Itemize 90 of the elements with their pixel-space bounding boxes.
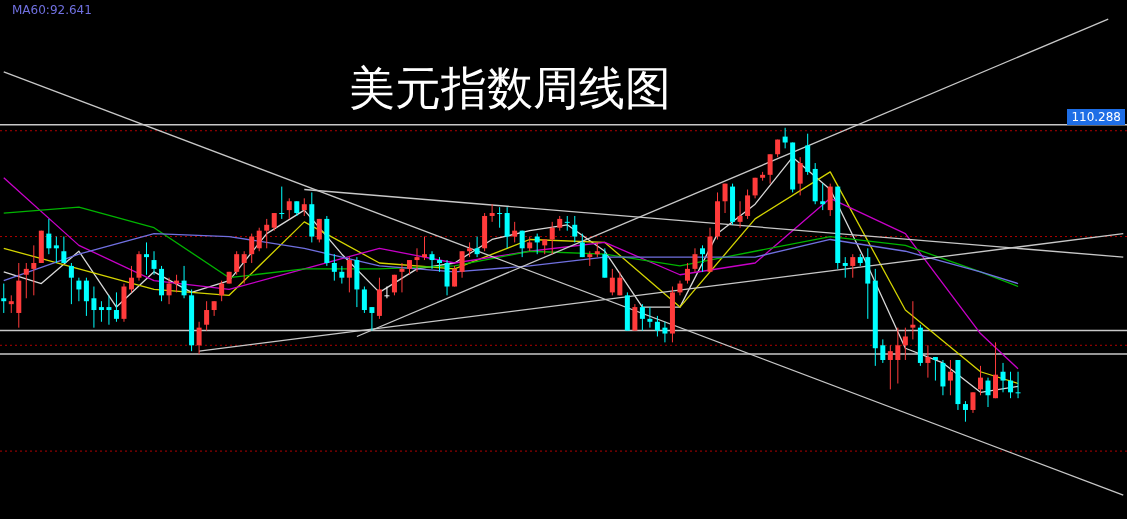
candlestick (647, 306, 653, 329)
candlestick (985, 377, 991, 408)
candlestick (128, 265, 134, 293)
candlestick (399, 262, 405, 293)
candlestick (692, 247, 698, 273)
candlestick (91, 286, 97, 329)
candlestick (429, 250, 435, 270)
candlestick (196, 321, 202, 355)
candlestick (1015, 371, 1021, 399)
candlestick (609, 268, 615, 296)
candlestick (144, 241, 150, 276)
candlestick (977, 365, 983, 396)
candlestick (264, 218, 270, 249)
candlestick (497, 206, 503, 229)
candlestick (940, 359, 946, 396)
candlestick (895, 327, 901, 384)
candlestick (820, 183, 826, 211)
candlestick (68, 262, 74, 305)
candlestick (797, 156, 803, 196)
candlestick (181, 265, 187, 299)
candlestick (684, 262, 690, 285)
candlestick (722, 183, 728, 214)
candlestick (136, 250, 142, 282)
candlestick (106, 294, 112, 326)
candlestick (98, 300, 104, 323)
candlestick (993, 341, 999, 399)
candlestick (1008, 371, 1014, 399)
text: 110.288 (1067, 109, 1125, 125)
candlestick (910, 300, 916, 340)
candlestick (452, 265, 458, 288)
candlestick (76, 277, 82, 302)
chart-title: 美元指数周线图 (348, 60, 672, 117)
candlestick (219, 280, 225, 302)
candlestick (1, 283, 7, 314)
candlestick (46, 218, 52, 255)
candlestick (444, 259, 450, 296)
candlestick (83, 277, 89, 317)
candlestick (422, 236, 427, 261)
candlestick (632, 303, 638, 332)
candlestick (414, 247, 420, 273)
candlestick (361, 286, 367, 314)
candlestick (331, 253, 337, 282)
candlestick (204, 300, 210, 332)
candlestick (925, 344, 931, 379)
candlestick (549, 221, 555, 255)
candlestick (512, 221, 518, 243)
candlestick (662, 321, 668, 343)
candlestick (504, 206, 510, 249)
candlestick (962, 400, 968, 423)
candlestick (53, 236, 59, 264)
candlestick (850, 253, 856, 279)
candlestick (1000, 362, 1006, 393)
candlestick (256, 227, 262, 252)
candlestick (737, 200, 743, 229)
candlestick (767, 153, 773, 185)
candlestick (842, 256, 848, 279)
candlestick (151, 250, 157, 276)
candlestick (459, 250, 465, 279)
candlestick (700, 244, 705, 273)
candlestick (639, 303, 645, 332)
candlestick (564, 215, 570, 232)
candlestick (827, 183, 833, 217)
candlestick (947, 359, 953, 396)
candlestick (384, 286, 390, 299)
text: MA60:92.641 (12, 3, 92, 17)
candlestick (249, 233, 255, 264)
candlestick (572, 215, 578, 243)
candlestick (602, 247, 608, 279)
candlestick (234, 250, 240, 276)
candlestick (279, 186, 285, 220)
candlestick (880, 338, 886, 364)
candlestick (286, 197, 292, 220)
candlestick (61, 236, 67, 264)
candlestick (23, 262, 29, 299)
candlestick (166, 277, 172, 305)
candlestick (241, 250, 247, 285)
candlestick (31, 244, 37, 296)
candlestick (654, 315, 660, 337)
candlestick (474, 236, 480, 258)
candlestick (369, 306, 375, 332)
candlestick (113, 291, 119, 323)
candlestick (932, 356, 938, 382)
candlestick (887, 344, 893, 390)
candlestick (346, 256, 352, 293)
candlestick (519, 230, 525, 258)
candlestick (970, 391, 976, 414)
candlestick (339, 265, 345, 285)
candlestick (745, 189, 751, 220)
candlestick (489, 203, 495, 223)
candlestick (902, 327, 908, 361)
